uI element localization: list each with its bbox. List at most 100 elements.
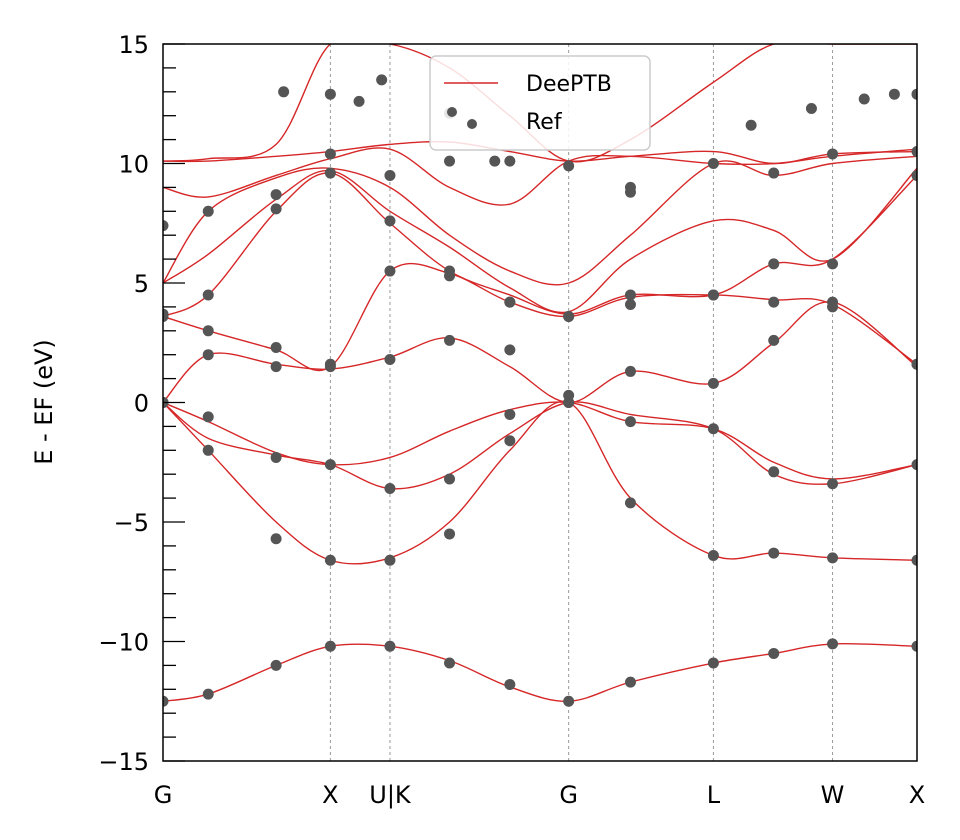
ref-point-38 — [911, 459, 917, 471]
ref-point-19 — [504, 435, 516, 447]
ref-point-70 — [444, 265, 456, 277]
ref-point-89 — [827, 148, 839, 160]
ref-point-25 — [911, 554, 917, 566]
ref-point-44 — [444, 334, 456, 346]
ref-point-40 — [202, 349, 214, 361]
ref-point-3 — [324, 640, 336, 652]
ref-point-24 — [827, 552, 839, 564]
ref-point-7 — [563, 695, 575, 707]
ref-point-78 — [163, 220, 169, 232]
ref-point-100 — [858, 93, 870, 105]
ref-point-81 — [324, 148, 336, 160]
ref-point-43 — [384, 353, 396, 365]
ref-point-87 — [707, 158, 719, 169]
legend-box — [429, 55, 651, 151]
ref-point-83 — [444, 155, 456, 167]
ref-point-67 — [270, 203, 282, 215]
ref-point-68 — [324, 167, 336, 179]
ref-point-29 — [324, 459, 336, 471]
plot-frame — [162, 43, 918, 762]
y-axis-label: E - EF (eV) — [30, 339, 58, 465]
ref-point-15 — [270, 533, 282, 545]
deeptb-band11 — [163, 140, 917, 165]
ref-point-72 — [563, 310, 575, 322]
ref-point-22 — [707, 549, 719, 561]
axis-ticks: G X U|K G L W X −15 −10 −5 0 5 10 15 — [98, 31, 925, 809]
ref-point-97 — [624, 181, 636, 193]
ref-point-28 — [270, 451, 282, 463]
ref-point-53 — [202, 325, 214, 337]
y-tick-label-2: −5 — [114, 509, 149, 537]
ref-point-14 — [202, 444, 214, 456]
x-tick-label-4: L — [707, 781, 721, 809]
ref-point-74 — [707, 289, 719, 301]
ref-point-37 — [827, 478, 839, 490]
legend-deeptb-label: DeePTB — [526, 72, 612, 97]
ref-point-54 — [270, 342, 282, 354]
ref-point-62 — [768, 296, 780, 308]
ref-point-73 — [624, 299, 636, 311]
ref-point-88 — [768, 167, 780, 179]
ref-point-92 — [324, 88, 336, 100]
legend: DeePTB Ref — [429, 55, 651, 151]
ref-point-4 — [384, 640, 396, 652]
y-tick-label-3: 0 — [134, 390, 149, 418]
y-tick-label-4: 5 — [134, 270, 149, 298]
ref-point-76 — [827, 258, 839, 270]
ref-point-18 — [444, 528, 456, 540]
ref-point-21 — [624, 497, 636, 509]
y-tick-label-0: −15 — [98, 748, 149, 776]
ref-point-84 — [504, 155, 516, 167]
ref-point-64 — [911, 358, 917, 370]
ref-point-23 — [768, 547, 780, 559]
ref-point-2 — [270, 659, 282, 671]
x-tick-label-5: W — [821, 781, 845, 809]
ref-point-85 — [563, 160, 575, 172]
ref-point-31 — [444, 473, 456, 485]
ref-point-79 — [202, 205, 214, 217]
ref-point-94 — [376, 74, 388, 86]
ref-point-32 — [504, 408, 516, 420]
ref-point-17 — [384, 554, 396, 566]
ref-point-96 — [489, 155, 501, 167]
x-tick-label-1: X — [322, 781, 338, 809]
ref-point-63 — [827, 301, 839, 313]
ref-point-30 — [384, 483, 396, 495]
legend-ref-dot-1 — [447, 107, 457, 117]
ref-point-5 — [444, 657, 456, 669]
y-tick-label-1: −10 — [98, 629, 149, 657]
ref-point-82 — [384, 169, 396, 181]
ref-point-27 — [202, 411, 214, 423]
ref-point-60 — [624, 289, 636, 301]
x-tick-label-0: G — [154, 781, 173, 809]
ref-point-56 — [384, 265, 396, 277]
ref-point-47 — [624, 365, 636, 377]
ref-point-12 — [911, 640, 917, 652]
ref-point-0 — [163, 695, 169, 707]
ref-point-75 — [768, 258, 780, 270]
ref-point-80 — [270, 189, 282, 201]
ref-point-71 — [504, 296, 516, 308]
ref-point-102 — [911, 88, 917, 100]
ref-point-41 — [270, 361, 282, 373]
ref-point-65 — [163, 308, 169, 320]
ref-point-35 — [707, 423, 719, 435]
ref-point-99 — [805, 103, 817, 115]
x-tick-label-3: G — [559, 781, 578, 809]
ref-point-91 — [278, 86, 290, 98]
ref-point-46 — [563, 397, 575, 408]
ref-point-98 — [745, 119, 757, 131]
ref-point-9 — [707, 657, 719, 669]
ref-points — [163, 74, 917, 707]
ref-point-11 — [827, 638, 839, 650]
y-tick-label-5: 10 — [118, 151, 149, 179]
ref-point-36 — [768, 466, 780, 478]
y-tick-label-6: 15 — [118, 31, 149, 59]
ref-point-101 — [888, 88, 900, 100]
x-tick-label-6: X — [909, 781, 925, 809]
legend-ref-dot-2 — [467, 119, 477, 129]
ref-point-49 — [768, 334, 780, 346]
x-tick-label-2: U|K — [369, 781, 412, 809]
ref-point-55 — [324, 358, 336, 370]
